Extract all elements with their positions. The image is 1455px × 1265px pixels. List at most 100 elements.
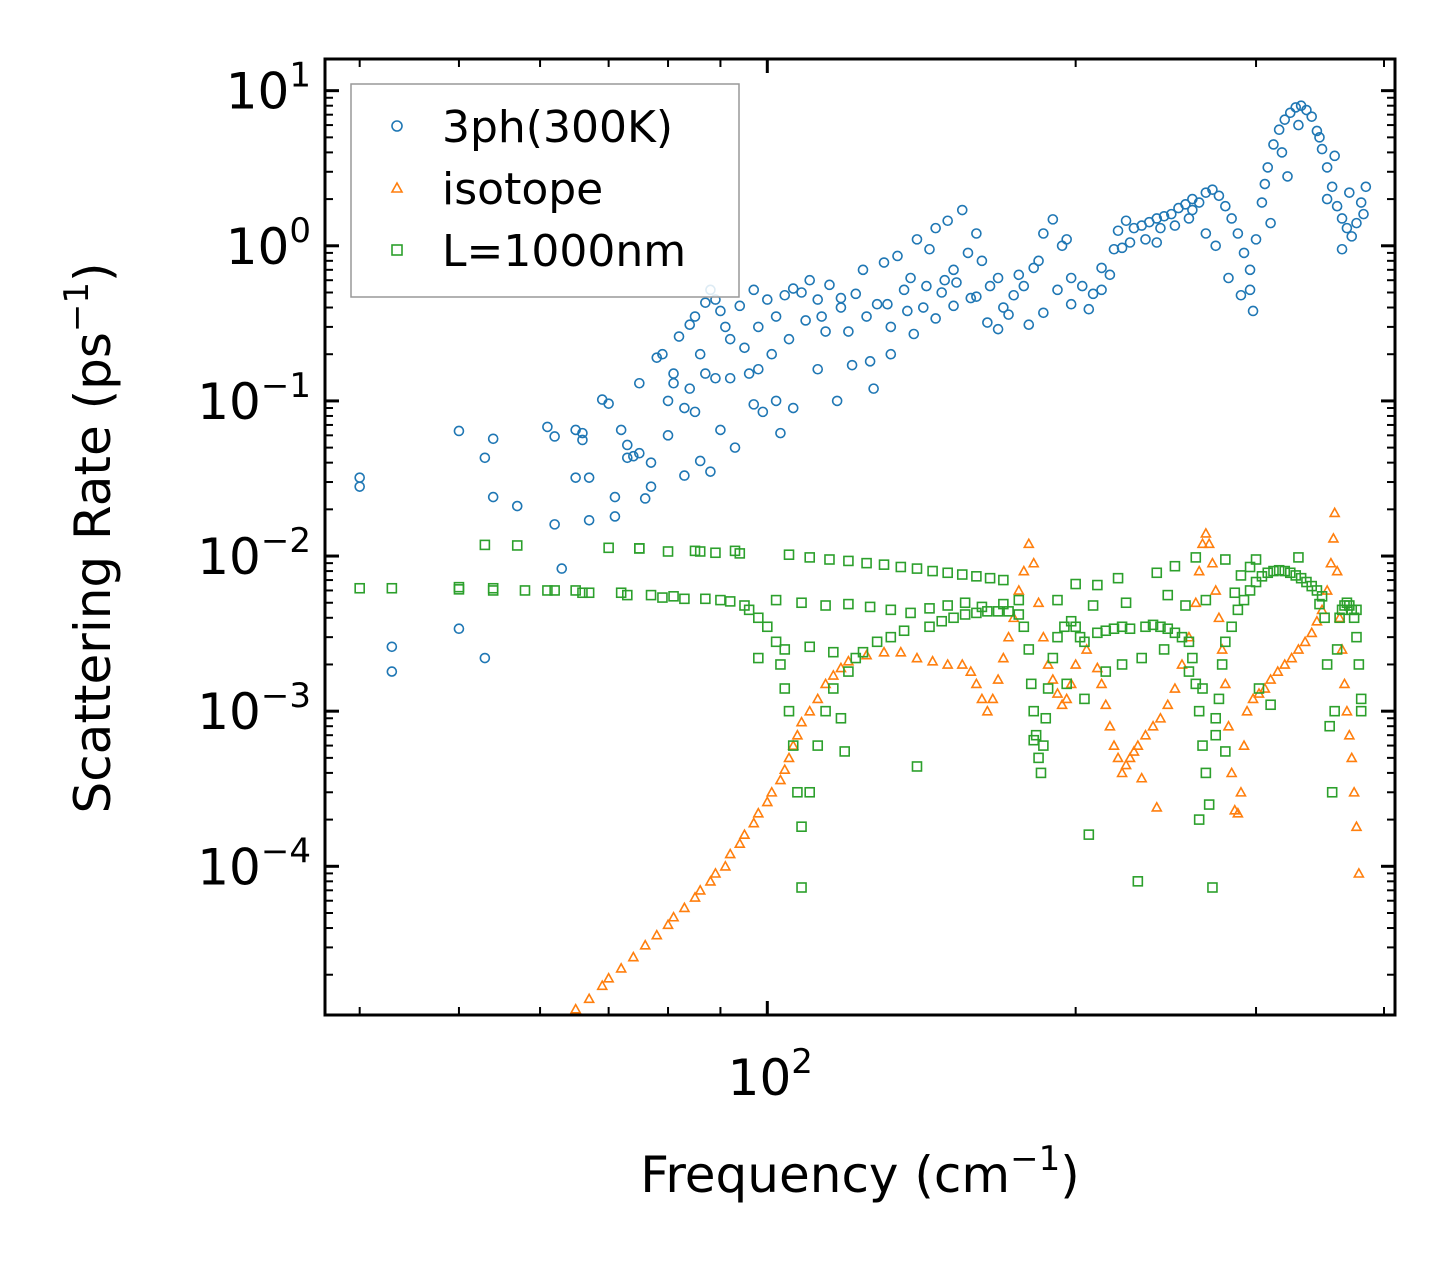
data-point: [570, 472, 581, 483]
data-point: [1155, 621, 1166, 633]
data-point: [1158, 644, 1170, 655]
data-point: [1206, 556, 1219, 568]
data-point: [885, 348, 897, 360]
data-point: [911, 563, 923, 574]
data-point: [753, 321, 764, 333]
data-point: [602, 972, 615, 983]
data-point: [959, 597, 971, 609]
data-point: [1096, 284, 1107, 296]
data-point: [860, 648, 873, 660]
data-point: [1265, 699, 1276, 711]
data-point: [1279, 565, 1291, 577]
data-point: [1017, 564, 1030, 576]
data-point: [668, 591, 679, 602]
data-point: [871, 298, 883, 310]
data-point: [911, 651, 923, 663]
data-point: [1047, 652, 1059, 664]
data-point: [905, 272, 916, 284]
data-point: [843, 326, 854, 337]
data-point: [924, 603, 935, 614]
data-point: [1344, 187, 1355, 198]
data-point: [1253, 683, 1265, 694]
data-point: [1326, 181, 1338, 193]
x-axis-title: Frequency (cm−1): [640, 1139, 1080, 1204]
data-point: [885, 604, 897, 616]
data-point: [622, 439, 633, 451]
data-point: [831, 395, 843, 407]
data-point: [645, 481, 657, 492]
data-point: [1334, 612, 1345, 624]
data-point: [911, 234, 923, 245]
data-point: [689, 311, 701, 322]
data-point: [820, 326, 831, 337]
data-point: [1226, 621, 1237, 633]
legend-marker-square: [391, 244, 403, 256]
data-point: [1352, 867, 1365, 878]
data-point: [924, 243, 935, 255]
data-point: [1276, 147, 1288, 158]
data-point: [709, 867, 722, 878]
data-point: [1306, 111, 1318, 122]
y-tick-label-base: 10: [197, 838, 261, 896]
data-point: [911, 761, 923, 772]
data-point: [803, 705, 816, 716]
y-axis-title-main: Scattering Rate (ps: [64, 332, 122, 813]
data-point: [819, 677, 832, 689]
data-point: [1241, 705, 1253, 716]
data-point: [986, 692, 999, 704]
data-point: [1348, 612, 1360, 624]
data-point: [898, 625, 910, 637]
data-point: [689, 406, 701, 418]
data-point: [1235, 289, 1247, 301]
data-point: [1331, 644, 1343, 655]
data-point: [748, 284, 760, 296]
data-point: [971, 291, 982, 302]
data-point: [1187, 204, 1198, 216]
data-point: [1293, 119, 1304, 131]
data-point: [779, 289, 791, 301]
data-point: [843, 666, 854, 677]
data-point: [762, 294, 773, 305]
legend-marker-circle: [391, 120, 403, 132]
data-point: [1135, 772, 1148, 783]
data-point: [1120, 758, 1132, 770]
data-point: [657, 592, 668, 603]
data-point: [1341, 222, 1353, 234]
y-tick-label: 101: [226, 56, 311, 121]
data-point: [720, 321, 731, 333]
data-point: [1065, 298, 1077, 310]
data-point: [1250, 576, 1262, 588]
data-point: [724, 847, 737, 859]
data-point: [657, 348, 668, 360]
data-point: [984, 572, 996, 584]
data-point: [1116, 766, 1128, 778]
data-point: [779, 683, 791, 694]
data-point: [965, 292, 977, 304]
data-point: [549, 585, 560, 596]
data-point: [1023, 644, 1035, 655]
data-point: [1203, 537, 1216, 549]
data-point: [715, 424, 726, 436]
data-point: [1091, 661, 1104, 673]
legend-label: isotope: [442, 164, 603, 215]
data-point: [1193, 564, 1206, 576]
data-point: [1319, 612, 1330, 624]
data-point: [1220, 554, 1231, 565]
data-point: [1341, 705, 1353, 716]
y-tick-label-base: 10: [197, 373, 261, 431]
data-point: [1038, 740, 1049, 751]
data-point: [1262, 162, 1274, 173]
data-point: [1023, 319, 1035, 330]
data-point: [1238, 247, 1250, 259]
data-point: [715, 305, 726, 317]
legend-label: 3ph(300K): [442, 102, 673, 153]
data-point: [1256, 197, 1268, 208]
data-point: [812, 363, 824, 375]
data-point: [645, 589, 657, 601]
data-point: [668, 377, 679, 389]
data-point: [673, 331, 685, 342]
data-point: [941, 658, 954, 669]
data-point: [835, 302, 847, 313]
legend-items: 3ph(300K) isotope L=1000nm: [390, 102, 686, 277]
data-point: [1162, 589, 1174, 601]
